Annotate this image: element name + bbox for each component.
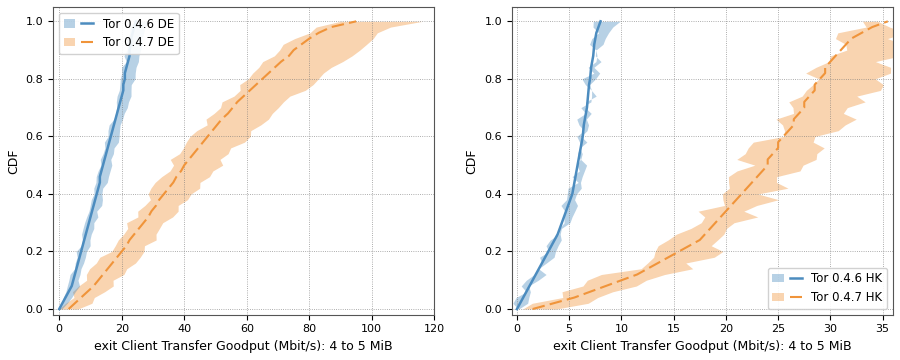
Y-axis label: CDF: CDF (465, 148, 479, 174)
Legend: Tor 0.4.6 HK, Tor 0.4.7 HK: Tor 0.4.6 HK, Tor 0.4.7 HK (768, 267, 887, 309)
X-axis label: exit Client Transfer Goodput (Mbit/s): 4 to 5 MiB: exit Client Transfer Goodput (Mbit/s): 4… (94, 340, 393, 353)
Legend: Tor 0.4.6 DE, Tor 0.4.7 DE: Tor 0.4.6 DE, Tor 0.4.7 DE (58, 13, 178, 54)
X-axis label: exit Client Transfer Goodput (Mbit/s): 4 to 5 MiB: exit Client Transfer Goodput (Mbit/s): 4… (554, 340, 851, 353)
Y-axis label: CDF: CDF (7, 148, 20, 174)
